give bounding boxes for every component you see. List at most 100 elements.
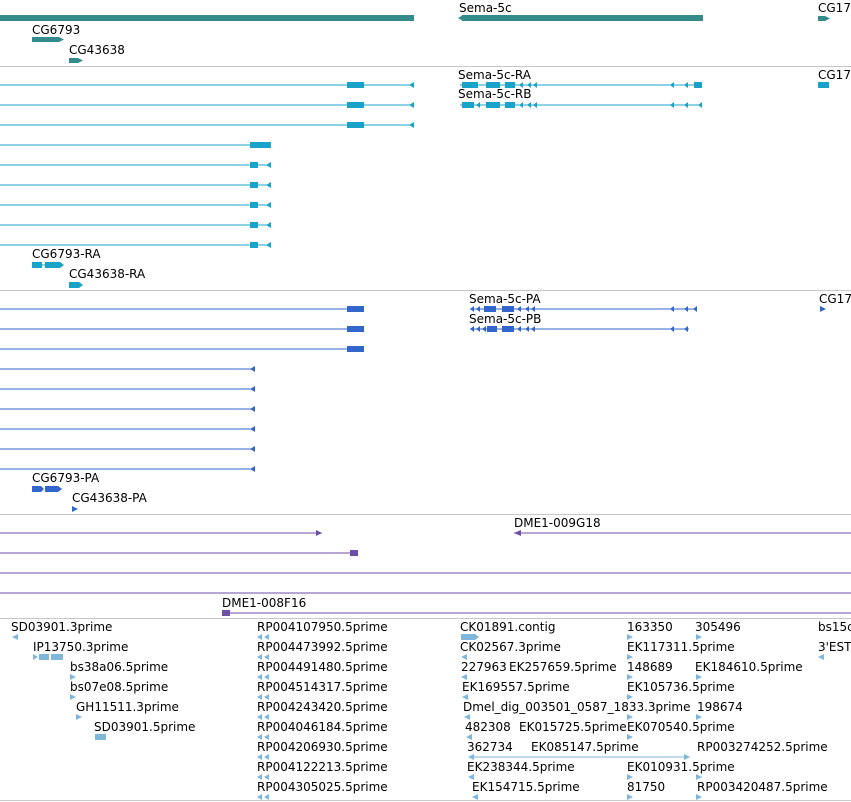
est-label[interactable]: EK184610.5prime	[695, 660, 803, 674]
protein-cg17[interactable]	[820, 306, 826, 312]
protein-row[interactable]	[0, 406, 255, 412]
est-label[interactable]: RP003420487.5prime	[697, 780, 828, 794]
est-label[interactable]: RP004206930.5prime	[257, 740, 388, 754]
est-feature[interactable]	[696, 634, 702, 640]
est-label[interactable]: EK010931.5prime	[627, 760, 735, 774]
est-label[interactable]: 3'EST	[818, 640, 851, 654]
est-feature[interactable]	[468, 754, 690, 760]
est-label[interactable]: EK257659.5prime	[509, 660, 617, 674]
protein-row[interactable]	[0, 366, 255, 372]
est-feature[interactable]	[257, 714, 269, 720]
est-feature[interactable]	[627, 634, 633, 640]
est-feature[interactable]	[466, 734, 472, 740]
est-feature[interactable]	[70, 694, 76, 700]
transcript-cg43638-ra[interactable]	[69, 282, 83, 288]
est-feature[interactable]	[627, 714, 633, 720]
est-feature[interactable]	[257, 674, 269, 680]
est-feature[interactable]	[464, 714, 470, 720]
clone-dme1-009g18[interactable]	[514, 530, 851, 536]
transcript-row[interactable]	[0, 242, 271, 248]
protein-label-cg43638-pa[interactable]: CG43638-PA	[72, 491, 148, 505]
est-label[interactable]: RP004243420.5prime	[257, 700, 388, 714]
transcript-label-cg43638-ra[interactable]: CG43638-RA	[69, 267, 146, 281]
est-label[interactable]: EK154715.5prime	[472, 780, 580, 794]
est-feature[interactable]	[95, 734, 106, 740]
est-feature[interactable]	[76, 714, 82, 720]
transcript-row[interactable]	[0, 202, 271, 208]
est-label[interactable]: EK085147.5prime	[531, 740, 639, 754]
gene-bar-sema-5c[interactable]	[462, 15, 703, 21]
transcript-row[interactable]	[0, 122, 414, 128]
est-feature[interactable]	[468, 774, 474, 780]
est-label[interactable]: RP004107950.5prime	[257, 620, 388, 634]
est-feature[interactable]	[461, 674, 467, 680]
est-feature[interactable]	[257, 754, 269, 760]
clone-dme1-008f16[interactable]	[222, 610, 851, 616]
clone-label-dme1-008f16[interactable]: DME1-008F16	[222, 596, 306, 610]
transcript-label-cg17[interactable]: CG17	[818, 68, 851, 82]
transcript-label-sema-5c-ra[interactable]: Sema-5c-RA	[458, 68, 532, 82]
est-label[interactable]: Dmel_dig_003501_0587_1833.3prime	[463, 700, 691, 714]
transcript-cg6793-ra[interactable]	[32, 262, 64, 268]
gene-bar-cg6793[interactable]	[32, 37, 59, 42]
est-label[interactable]: 163350	[627, 620, 673, 634]
est-label[interactable]: bs07e08.5prime	[70, 680, 168, 694]
est-label[interactable]: RP004046184.5prime	[257, 720, 388, 734]
protein-label-sema-5c-pa[interactable]: Sema-5c-PA	[469, 292, 541, 306]
protein-cg6793-pa[interactable]	[32, 486, 62, 492]
est-label[interactable]: EK015725.5prime	[519, 720, 627, 734]
est-label[interactable]: 148689	[627, 660, 673, 674]
est-label[interactable]: 198674	[697, 700, 743, 714]
transcript-row[interactable]	[0, 182, 271, 188]
est-label[interactable]: bs15c	[818, 620, 851, 634]
transcript-label-cg6793-ra[interactable]: CG6793-RA	[32, 247, 101, 261]
protein-label-cg17[interactable]: CG17	[819, 292, 851, 306]
gene-label-cg17[interactable]: CG17	[818, 1, 851, 15]
est-label[interactable]: EK105736.5prime	[627, 680, 735, 694]
est-label[interactable]: 227963	[461, 660, 507, 674]
est-feature[interactable]	[627, 674, 633, 680]
est-feature[interactable]	[33, 654, 63, 660]
est-label[interactable]: 81750	[627, 780, 665, 794]
est-label[interactable]: RP004122213.5prime	[257, 760, 388, 774]
est-label[interactable]: RP004491480.5prime	[257, 660, 388, 674]
est-feature[interactable]	[472, 794, 478, 800]
est-feature[interactable]	[461, 634, 479, 640]
est-label[interactable]: EK238344.5prime	[467, 760, 575, 774]
protein-cg43638-pa[interactable]	[72, 506, 78, 512]
est-feature[interactable]	[627, 654, 633, 660]
est-feature[interactable]	[70, 674, 76, 680]
est-label[interactable]: RP004473992.5prime	[257, 640, 388, 654]
protein-row[interactable]	[0, 426, 255, 432]
est-label[interactable]: GH11511.3prime	[76, 700, 179, 714]
transcript-row[interactable]	[0, 222, 271, 228]
protein-row[interactable]	[0, 466, 255, 472]
est-label[interactable]: EK169557.5prime	[462, 680, 570, 694]
est-feature[interactable]	[696, 794, 702, 800]
est-feature[interactable]	[627, 734, 633, 740]
est-label[interactable]: CK02567.3prime	[460, 640, 561, 654]
transcript-row[interactable]	[0, 142, 271, 148]
est-feature[interactable]	[257, 774, 269, 780]
transcript-row[interactable]	[0, 102, 414, 108]
est-label[interactable]: EK070540.5prime	[627, 720, 735, 734]
clone-row[interactable]	[0, 550, 358, 556]
gene-bar-cg43638[interactable]	[69, 58, 78, 63]
est-feature[interactable]	[818, 654, 824, 660]
est-feature[interactable]	[696, 714, 702, 720]
clone-row[interactable]	[0, 530, 322, 536]
protein-sema-5c-pa[interactable]	[470, 306, 697, 312]
est-feature[interactable]	[257, 794, 269, 800]
est-feature[interactable]	[12, 634, 18, 640]
protein-row[interactable]	[0, 346, 364, 352]
protein-sema-5c-pb[interactable]	[470, 326, 689, 332]
est-label[interactable]: RP004514317.5prime	[257, 680, 388, 694]
est-feature[interactable]	[461, 654, 467, 660]
est-label[interactable]: RP003274252.5prime	[697, 740, 828, 754]
est-label[interactable]: CK01891.contig	[460, 620, 555, 634]
transcript-sema-5c-ra[interactable]	[460, 82, 702, 88]
est-feature[interactable]	[627, 794, 633, 800]
est-feature[interactable]	[257, 694, 269, 700]
est-feature[interactable]	[627, 694, 633, 700]
est-label[interactable]: IP13750.3prime	[33, 640, 128, 654]
